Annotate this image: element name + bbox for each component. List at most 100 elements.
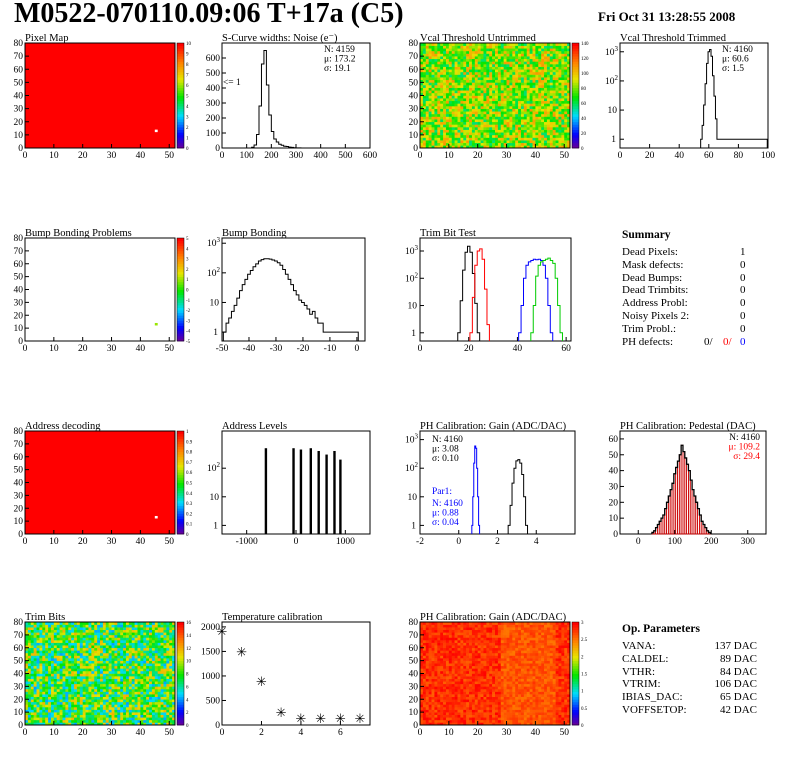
heatmap-cell [420,50,424,54]
heatmap-cell [85,681,89,685]
heatmap-cell [88,717,92,721]
heatmap-cell [56,647,60,651]
color-scale-cell [572,56,579,60]
heatmap-cell [74,658,78,661]
y-tick-label: 10 [609,514,619,524]
heatmap-cell [36,660,40,664]
heatmap-cell [466,108,470,112]
heatmap-cell [102,699,107,703]
heatmap-cell [134,696,138,700]
heatmap-cell [489,61,493,65]
heatmap-cell [523,71,528,75]
heatmap-cell [111,714,115,718]
heatmap-cell [500,132,504,136]
heatmap-cell [125,668,130,672]
heatmap-cell [50,642,55,646]
heatmap-cell [108,655,112,659]
heatmap-cell [466,85,470,88]
heatmap-cell [437,71,441,75]
heatmap-cell [146,655,150,659]
heatmap-cell [546,45,551,49]
heatmap-cell [27,640,32,643]
heatmap-cell [172,678,176,682]
heatmap-cell [123,663,127,667]
heatmap-cell [125,681,130,685]
heatmap-cell [111,712,115,715]
heatmap-cell [169,704,173,708]
heatmap-cell [91,714,95,718]
heatmap-cell [523,58,528,62]
heatmap-cell [503,132,507,136]
heatmap-cell [457,137,461,141]
heatmap-cell [65,686,69,690]
heatmap-cell [140,676,144,679]
heatmap-cell [495,50,499,54]
heatmap-cell [39,676,43,679]
heatmap-cell [454,82,458,86]
heatmap-cell [79,670,83,674]
heatmap-cell [428,119,432,123]
heatmap-cell [50,632,55,636]
heatmap-cell [163,650,167,654]
heatmap-cell [172,699,176,703]
heatmap-cell [82,704,86,708]
heatmap-cell [567,134,571,138]
color-scale-cell [572,132,579,136]
heatmap-cell [149,696,153,700]
heatmap-cell [463,722,467,726]
heatmap-cell [480,116,484,120]
heatmap-cell [420,116,424,120]
heatmap-cell [131,658,135,661]
heatmap-cell [503,111,507,115]
y-tick-label: 1 [611,135,616,145]
heatmap-cell [88,663,92,667]
heatmap-cell [137,624,141,628]
heatmap-cell [108,632,112,636]
heatmap-cell [497,98,502,102]
heatmap-cell [45,704,49,708]
y-tick-label: 50 [14,657,24,667]
heatmap-cell [123,665,127,669]
heatmap-cell [532,71,536,75]
plot-title: Temperature calibration [222,612,323,623]
heatmap-cell [166,622,170,625]
heatmap-cell [443,106,447,109]
heatmap-cell [506,87,510,91]
heatmap-cell [123,719,127,723]
heatmap-cell [146,668,150,672]
color-scale-cell [177,658,184,662]
heatmap-cell [515,722,519,726]
heatmap-cell [131,655,135,659]
heatmap-cell [460,95,464,99]
heatmap-cell [137,701,141,705]
heatmap-cell [76,642,81,646]
heatmap-cell [474,100,478,104]
heatmap-cell [140,634,144,638]
histogram-series [700,48,768,148]
heatmap-cell [76,681,81,685]
heatmap-cell [88,622,92,625]
heatmap-cell [529,137,533,141]
heatmap-cell [437,129,441,133]
heatmap-cell [137,691,141,695]
heatmap-cell [515,106,519,109]
heatmap-cell [532,48,536,52]
heatmap-cell [477,50,481,54]
heatmap-cell [425,79,429,83]
heatmap-cell [520,100,525,104]
heatmap-cell [555,717,559,721]
heatmap-cell [529,85,533,88]
heatmap-cell [523,127,528,130]
heatmap-cell [123,660,127,664]
heatmap-cell [558,87,562,91]
heatmap-cell [163,660,167,664]
heatmap-cell [518,92,522,96]
heatmap-cell [440,121,444,125]
heatmap-cell [555,64,559,67]
heatmap-cell [431,87,435,91]
heatmap-cell [82,640,86,643]
color-scale-cell [572,79,579,83]
heatmap-cell [500,53,504,57]
heatmap-cell [558,69,562,73]
